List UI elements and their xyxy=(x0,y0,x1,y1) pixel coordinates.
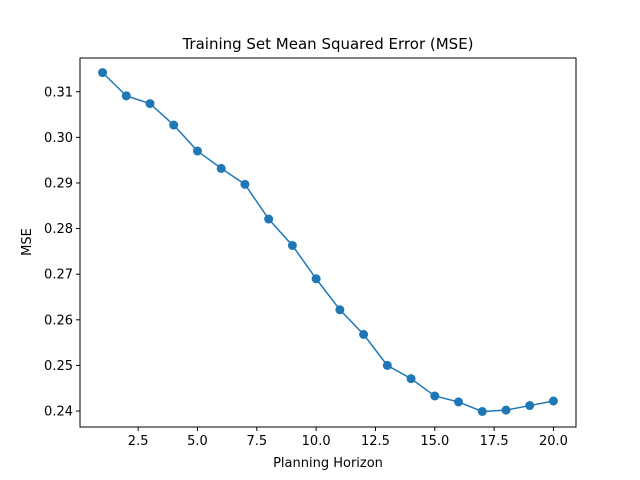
plot-area xyxy=(80,58,576,427)
data-point xyxy=(240,179,250,189)
data-point xyxy=(311,274,321,284)
x-tick-label: 7.5 xyxy=(246,434,267,449)
x-axis-label: Planning Horizon xyxy=(273,456,383,471)
data-point xyxy=(382,360,392,370)
data-point xyxy=(548,396,558,406)
y-tick-label: 0.26 xyxy=(44,313,73,328)
y-axis-label: MSE xyxy=(20,228,35,256)
x-tick-label: 10.0 xyxy=(302,434,331,449)
x-tick-label: 17.5 xyxy=(480,434,509,449)
x-tick-label: 5.0 xyxy=(187,434,208,449)
chart-title: Training Set Mean Squared Error (MSE) xyxy=(181,35,473,53)
data-point xyxy=(98,68,108,78)
axes-layer: 2.5 5.0 7.5 10.0 12.5 15.0 17.5 20.0 0.24 0.25 0.2… xyxy=(44,85,568,449)
data-point xyxy=(501,405,511,415)
x-tick-label: 12.5 xyxy=(361,434,390,449)
y-tick-label: 0.25 xyxy=(44,359,73,374)
data-point xyxy=(169,120,179,130)
data-point xyxy=(121,91,131,101)
y-tick-label: 0.31 xyxy=(44,85,73,100)
data-point xyxy=(525,401,535,411)
data-point xyxy=(335,305,345,315)
y-tick-label: 0.24 xyxy=(44,405,73,420)
y-tick-label: 0.29 xyxy=(44,176,73,191)
series-layer xyxy=(98,68,558,416)
x-tick-label: 20.0 xyxy=(539,434,568,449)
data-point xyxy=(430,391,440,401)
data-point xyxy=(216,163,226,173)
data-point xyxy=(192,146,202,156)
data-point xyxy=(359,329,369,339)
data-point xyxy=(406,374,416,384)
x-tick-label: 15.0 xyxy=(420,434,449,449)
plot-frame xyxy=(79,57,577,428)
y-tick-label: 0.27 xyxy=(44,268,73,283)
data-point xyxy=(264,214,274,224)
y-tick-label: 0.30 xyxy=(44,131,73,146)
x-tick-label: 2.5 xyxy=(128,434,149,449)
data-point xyxy=(145,99,155,109)
y-tick-label: 0.28 xyxy=(44,222,73,237)
data-point xyxy=(477,406,487,416)
data-point xyxy=(287,240,297,250)
data-point xyxy=(454,397,464,407)
